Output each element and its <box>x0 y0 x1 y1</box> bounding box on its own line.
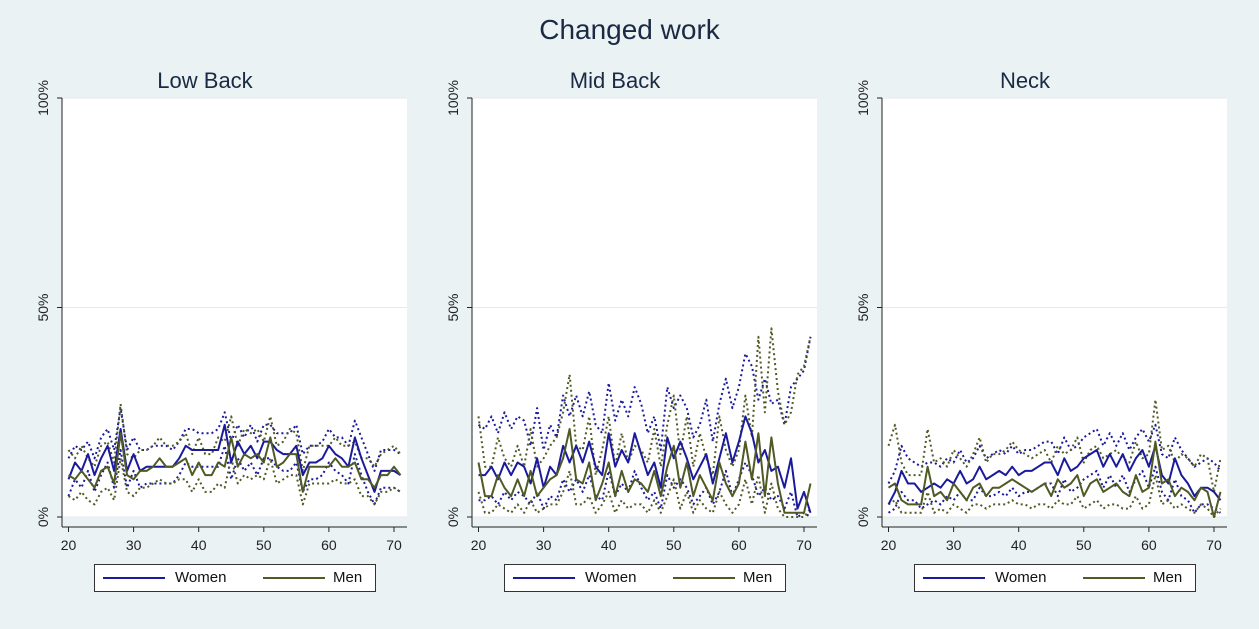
x-tick-label: 50 <box>1076 537 1092 553</box>
plot-neck: 0% 50% 100% 20 30 40 50 60 70 <box>855 80 1227 553</box>
series-women-line <box>478 415 812 514</box>
legend-swatch-men <box>673 577 735 579</box>
figure-title: Changed work <box>539 14 720 45</box>
x-tick-label: 60 <box>321 537 337 553</box>
y-tick-label: 100% <box>35 80 51 116</box>
series-men-ci-upper <box>887 398 1222 493</box>
y-tick-label: 0% <box>35 507 51 527</box>
legend-label-women: Women <box>995 569 1047 586</box>
series-women-ci-lower <box>67 444 402 506</box>
y-tick-label: 50% <box>855 293 871 321</box>
legend: Women Men <box>914 564 1196 592</box>
plot-low-back: 0% 50% 100% 20 30 40 50 60 70 <box>35 80 407 553</box>
series-men-ci-lower <box>67 457 402 506</box>
legend-swatch-women <box>923 577 985 579</box>
x-tick-label: 20 <box>61 537 77 553</box>
panel-neck: Neck 0% 50% 100% 20 30 40 50 60 70 Women Men <box>820 60 1230 620</box>
x-tick-label: 20 <box>881 537 897 553</box>
legend-swatch-men <box>263 577 325 579</box>
x-tick-label: 20 <box>471 537 487 553</box>
x-tick-label: 70 <box>796 537 812 553</box>
x-tick-label: 30 <box>536 537 552 553</box>
series-women-line <box>887 444 1222 505</box>
legend-swatch-women <box>513 577 575 579</box>
series-women-ci-lower <box>478 461 812 518</box>
series-women-ci-lower <box>887 465 1222 514</box>
panel-title: Mid Back <box>569 68 661 93</box>
legend-label-men: Men <box>1153 569 1183 586</box>
y-tick-label: 50% <box>35 293 51 321</box>
x-tick-label: 60 <box>1141 537 1157 553</box>
series-women-ci-upper <box>477 336 812 451</box>
x-tick-label: 50 <box>256 537 272 553</box>
x-tick-label: 30 <box>126 537 142 553</box>
series-men-line <box>67 432 402 493</box>
y-tick-label: 50% <box>445 293 461 321</box>
legend: Women Men <box>94 564 376 592</box>
series-men-ci-upper <box>477 327 812 477</box>
panel-low-back: Low Back 0% 50% 100% 20 30 40 50 60 70 Women Men <box>0 60 410 620</box>
legend-label-women: Women <box>585 569 637 586</box>
series-women-ci-upper <box>67 407 402 472</box>
plot-mid-back: 0% 50% 100% 20 30 40 50 60 70 <box>445 80 817 553</box>
panel-title: Low Back <box>157 68 253 93</box>
series-men-line <box>477 428 812 514</box>
y-tick-label: 0% <box>445 507 461 527</box>
x-tick-label: 40 <box>191 537 207 553</box>
legend-label-men: Men <box>333 569 363 586</box>
y-tick-label: 100% <box>855 80 871 116</box>
panel-mid-back: Mid Back 0% 50% 100% 20 30 40 50 60 70 Women Men <box>410 60 820 620</box>
series-men-line <box>887 440 1222 518</box>
x-tick-label: 40 <box>1011 537 1027 553</box>
panel-title: Neck <box>999 68 1051 93</box>
x-tick-label: 50 <box>666 537 682 553</box>
x-tick-label: 70 <box>1206 537 1222 553</box>
x-tick-label: 70 <box>386 537 402 553</box>
legend-label-men: Men <box>743 569 773 586</box>
legend-swatch-women <box>103 577 165 579</box>
y-tick-label: 100% <box>445 80 461 116</box>
legend: Women Men <box>504 564 786 592</box>
x-tick-label: 60 <box>731 537 747 553</box>
series-men-ci-upper <box>67 402 402 472</box>
series-women-ci-upper <box>887 423 1222 484</box>
legend-swatch-men <box>1083 577 1145 579</box>
x-tick-label: 30 <box>946 537 962 553</box>
legend-label-women: Women <box>175 569 227 586</box>
y-tick-label: 0% <box>855 507 871 527</box>
series-men-ci-lower <box>887 474 1222 518</box>
x-tick-label: 40 <box>601 537 617 553</box>
